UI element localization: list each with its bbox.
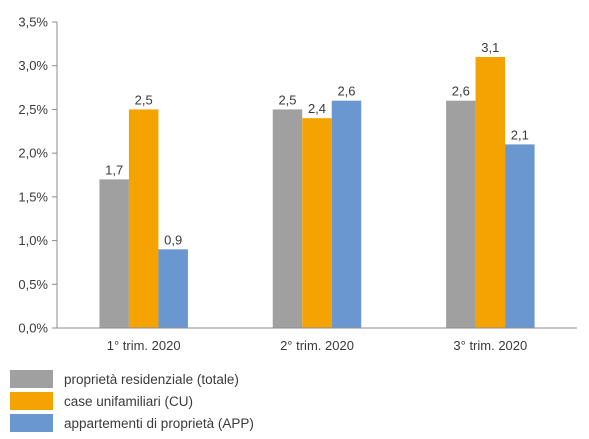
bar [331,100,362,328]
legend-swatch-totale [10,370,53,388]
x-tick-label: 1° trim. 2020 [107,338,181,353]
y-tick-label: 3,0% [18,58,48,73]
legend-label-cu: case unifamiliari (CU) [64,393,194,409]
y-tick-label: 1,5% [18,189,48,204]
legend-label-app: appartementi di proprietà (APP) [64,415,254,431]
data-label: 3,1 [481,40,499,55]
data-label: 2,1 [511,127,529,142]
data-label: 1,7 [105,162,123,177]
y-tick-label: 1,0% [18,233,48,248]
bar [128,109,159,328]
legend-swatch-app [10,414,53,432]
legend-item-totale: proprietà residenziale (totale) [10,369,254,389]
legend-label-totale: proprietà residenziale (totale) [64,371,239,387]
data-label: 2,5 [278,92,296,107]
legend: proprietà residenziale (totale) case uni… [10,369,254,435]
y-tick-label: 0,5% [18,277,48,292]
bar [475,56,506,328]
x-axis: 1° trim. 2020 2° trim. 2020 3° trim. 2020 [57,327,577,353]
y-tick-label: 3,5% [18,15,48,30]
bar [505,144,535,328]
bars-group: 1,7 2,5 0,9 2,5 2,4 2,6 2,6 3,1 2,1 [99,40,535,329]
legend-item-app: appartementi di proprietà (APP) [10,413,254,433]
data-label: 2,6 [452,84,470,99]
legend-item-cu: case unifamiliari (CU) [10,391,254,411]
x-tick-label: 2° trim. 2020 [280,338,354,353]
legend-swatch-cu [10,392,53,410]
bar [99,179,129,328]
y-tick-label: 2,0% [18,146,48,161]
bar [158,249,188,328]
bar-chart: 0,0% 0,5% 1,0% 1,5% 2,0% 2,5% 3,0% 3,5% 1,7 2,5 0… [18,15,577,353]
y-axis: 0,0% 0,5% 1,0% 1,5% 2,0% 2,5% 3,0% 3,5% [18,15,58,336]
y-tick-label: 0,0% [18,321,48,336]
data-label: 2,5 [135,92,153,107]
data-label: 2,6 [337,84,355,99]
bar [446,100,476,328]
bar [302,118,332,329]
data-label: 2,4 [308,101,326,116]
data-label: 0,9 [164,232,182,247]
y-tick-label: 2,5% [18,102,48,117]
x-tick-label: 3° trim. 2020 [453,338,527,353]
bar [272,109,303,328]
